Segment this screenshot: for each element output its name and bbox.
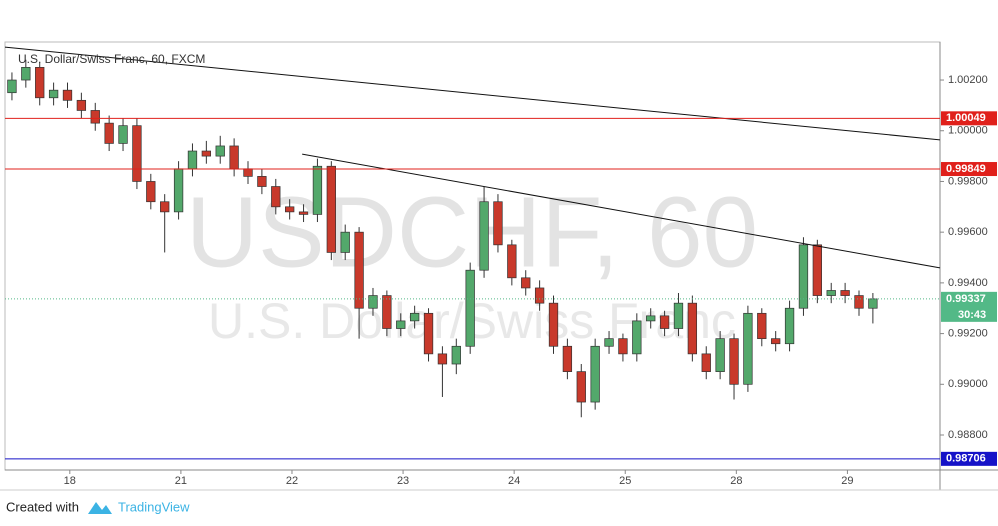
watermark: USDCHF, 60 (186, 176, 758, 288)
x-tick-label: 21 (175, 475, 187, 487)
candle-body (632, 320, 642, 355)
candle-body (7, 79, 17, 94)
candle-body (465, 269, 475, 347)
current-price-label: 0.99337 (946, 293, 986, 305)
y-tick-label: 0.99400 (948, 277, 988, 289)
candle-body (576, 371, 586, 403)
footer-created: Created with (6, 499, 79, 514)
candle-body (215, 145, 225, 157)
candle-body (534, 287, 545, 304)
candle-body (493, 201, 503, 246)
candle-body (854, 295, 864, 309)
x-tick-label: 25 (619, 475, 631, 487)
candle-body (687, 302, 698, 355)
candle-body (868, 298, 878, 309)
candle-body (479, 201, 489, 271)
candle-body (409, 312, 420, 322)
candle-body (798, 244, 809, 309)
candle-body (659, 315, 670, 329)
level-label-bg (941, 451, 997, 466)
candle-body (271, 186, 281, 208)
x-tick-label: 29 (841, 475, 853, 487)
candle-body (451, 345, 461, 365)
trendline (302, 153, 941, 269)
candle-body (340, 231, 350, 253)
chart-title: U.S. Dollar/Swiss Franc, 60, FXCM (18, 52, 205, 66)
candle-body (396, 320, 406, 329)
candle-body (229, 145, 239, 170)
candle-body (423, 312, 434, 355)
candle-body (382, 295, 392, 329)
x-tick-label: 22 (286, 475, 298, 487)
level-label-bg (941, 162, 997, 177)
level-label: 0.99849 (946, 163, 986, 175)
candle-body (673, 302, 684, 329)
candle-body (62, 89, 73, 101)
x-tick-label: 23 (397, 475, 409, 487)
y-tick-label: 1.00200 (948, 74, 988, 86)
candle-body (826, 290, 836, 296)
candle-body (243, 168, 253, 177)
footer-brand[interactable]: TradingView (118, 499, 190, 514)
logo-icon (88, 502, 112, 514)
x-tick-label: 28 (730, 475, 742, 487)
candle-body (298, 211, 309, 215)
candle-body (562, 345, 573, 372)
candle-body (35, 67, 45, 99)
candle-body (437, 353, 448, 365)
candle-body (646, 315, 656, 322)
candle-body (187, 150, 198, 170)
x-tick-label: 18 (64, 475, 76, 487)
candle-body (326, 165, 336, 253)
candle-body (590, 345, 600, 403)
candle-body (715, 338, 725, 372)
current-price-bg (941, 291, 997, 322)
candle-body (368, 295, 378, 309)
y-tick-label: 0.99800 (948, 175, 988, 187)
candle-body (48, 89, 59, 99)
candle-body (285, 206, 295, 213)
candle-body (812, 244, 822, 296)
candle-body (146, 181, 156, 203)
candle-body (757, 312, 767, 340)
y-tick-label: 0.98800 (948, 429, 988, 441)
level-label-bg (941, 111, 997, 126)
candle-body (201, 150, 212, 157)
candle-body (354, 231, 364, 309)
level-label: 0.98706 (946, 453, 986, 465)
candle-body (701, 353, 711, 372)
y-tick-label: 0.99200 (948, 327, 988, 339)
candle-body (21, 67, 31, 81)
candle-body (743, 312, 753, 385)
candle-body (173, 168, 184, 213)
candle-body (784, 307, 795, 345)
candle-body (604, 338, 614, 347)
candle-body (118, 125, 128, 144)
y-tick-label: 0.99600 (948, 226, 988, 238)
plot-area (4, 41, 941, 471)
candle-body (160, 201, 170, 213)
candle-body (548, 302, 559, 347)
y-tick-label: 0.99000 (948, 378, 988, 390)
y-tick-label: 1.00000 (948, 125, 988, 137)
candle-body (507, 244, 517, 279)
candle-body (132, 125, 142, 182)
level-label: 1.00049 (946, 112, 986, 124)
candle-body (521, 277, 531, 289)
candle-body (76, 99, 87, 111)
candle-body (104, 122, 114, 144)
candle-body (312, 165, 323, 215)
candle-body (257, 176, 267, 187)
x-tick-label: 24 (508, 475, 520, 487)
candle-body (771, 338, 781, 345)
candle-body (90, 110, 100, 124)
candle-body (618, 338, 628, 355)
trendline (4, 46, 941, 141)
candle-body (840, 290, 850, 296)
candle-body (729, 338, 739, 385)
countdown-label: 30:43 (958, 309, 986, 321)
